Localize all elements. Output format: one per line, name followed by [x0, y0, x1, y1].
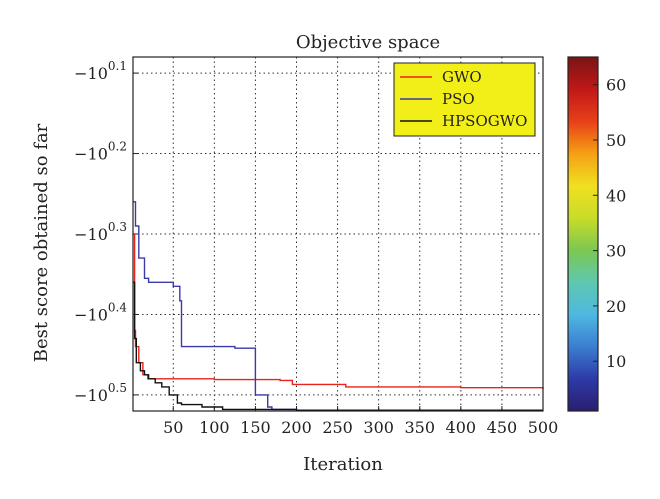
x-tick-label: 250	[322, 418, 353, 437]
colorbar-tick-label: 50	[606, 131, 626, 150]
y-tick-exponent: 0.3	[108, 220, 127, 234]
colorbar-tick-label: 40	[606, 186, 626, 205]
colorbar-bar	[567, 56, 599, 412]
legend-label: GWO	[442, 68, 482, 86]
chart-title: Objective space	[296, 32, 440, 53]
colorbar: 10 20 30 40 50 60	[567, 56, 626, 412]
y-tick-exponent: 0.5	[108, 381, 127, 395]
y-tick-base: −10	[74, 386, 108, 405]
y-tick-exponent: 0.1	[108, 59, 127, 73]
x-tick-label: 500	[528, 418, 559, 437]
x-tick-label: 200	[281, 418, 312, 437]
legend-label: PSO	[442, 90, 475, 108]
y-tick-base: −10	[74, 145, 108, 164]
colorbar-tick-label: 10	[606, 352, 626, 371]
legend: GWO PSO HPSOGWO	[393, 62, 536, 137]
x-tick-label: 50	[163, 418, 183, 437]
axes-frame	[132, 56, 544, 412]
series-line-pso	[133, 201, 543, 411]
y-axis-label: Best score obtained so far	[31, 123, 52, 362]
y-tick-label: −100.5	[74, 381, 127, 405]
y-tick-label: −100.3	[74, 220, 127, 244]
colorbar-tick-label: 60	[606, 76, 626, 95]
colorbar-tick-label: 20	[606, 297, 626, 316]
x-tick-label: 350	[404, 418, 435, 437]
y-tick-label: −100.2	[74, 140, 127, 164]
x-tick-label: 400	[446, 418, 477, 437]
y-tick-label: −100.4	[74, 300, 127, 324]
x-tick-label: 450	[487, 418, 518, 437]
legend-label: HPSOGWO	[442, 112, 527, 130]
y-tick-base: −10	[74, 64, 108, 83]
series-line-hpsogwo	[133, 281, 543, 411]
x-tick-label: 300	[363, 418, 394, 437]
y-tick-base: −10	[74, 225, 108, 244]
x-tick-label: 100	[199, 418, 230, 437]
y-tick-exponent: 0.2	[108, 140, 127, 154]
colorbar-tick-label: 30	[606, 242, 626, 261]
x-tick-label: 150	[240, 418, 271, 437]
x-axis-label: Iteration	[303, 454, 383, 475]
y-tick-base: −10	[74, 305, 108, 324]
y-tick-exponent: 0.4	[108, 300, 127, 314]
y-tick-label: −100.1	[74, 59, 127, 83]
